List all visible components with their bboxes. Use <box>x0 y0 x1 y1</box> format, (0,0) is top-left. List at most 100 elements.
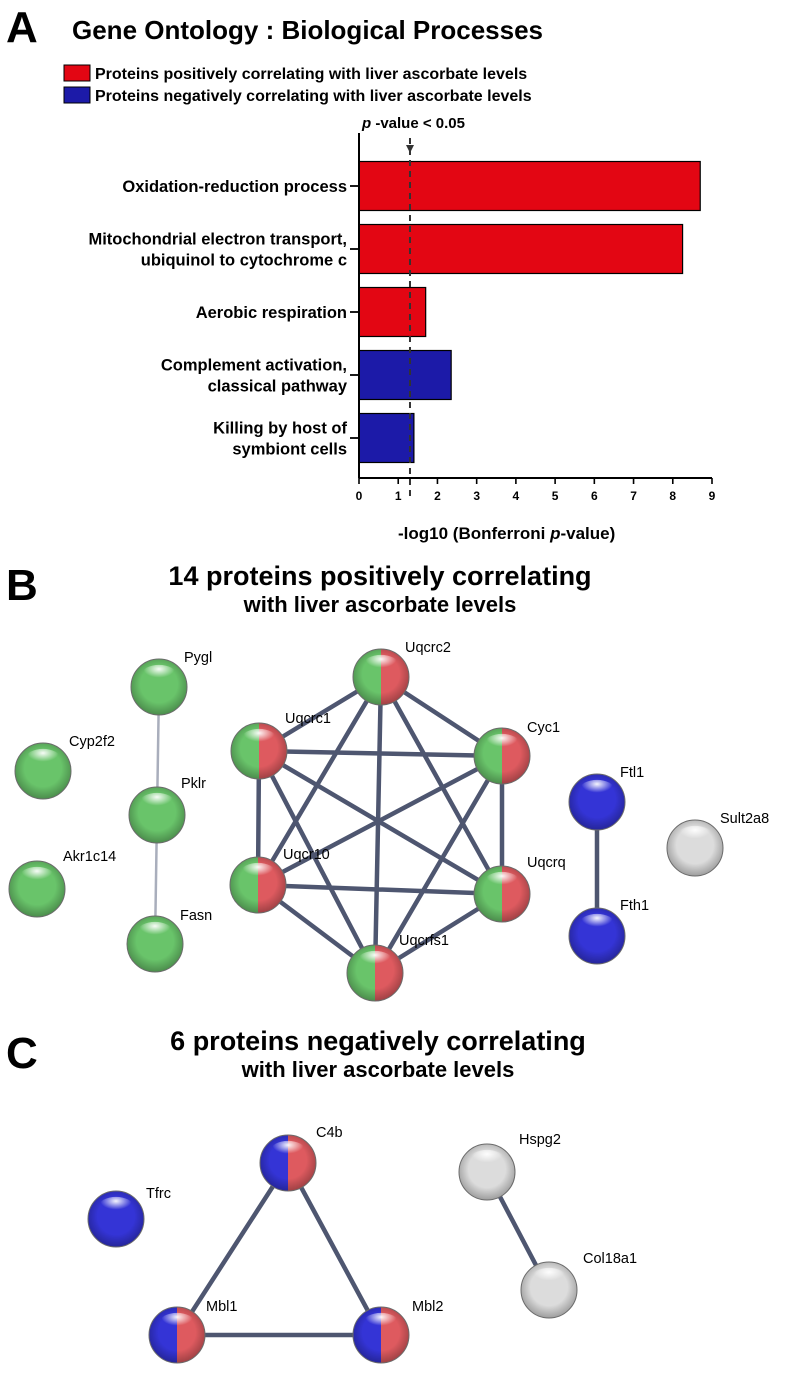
category-label-1-0: Mitochondrial electron transport, <box>88 231 347 249</box>
node-outline <box>14 742 72 800</box>
chart-title: Gene Ontology : Biological Processes <box>72 15 543 45</box>
edge-cyc1-uqcr10 <box>255 753 505 888</box>
node-uqcr10[interactable]: Uqcr10 <box>229 847 330 914</box>
category-label-0-0: Oxidation-reduction process <box>122 178 347 196</box>
node-label-c4b: C4b <box>316 1125 343 1141</box>
node-outline <box>666 819 724 877</box>
category-label-2-0: Aerobic respiration <box>196 304 347 322</box>
x-tick-label-0: 0 <box>356 489 363 503</box>
panel-a-letter: A <box>6 3 38 52</box>
node-uqcrc2[interactable]: Uqcrc2 <box>352 640 451 706</box>
category-label-3-1: classical pathway <box>208 378 348 396</box>
node-label-fasn: Fasn <box>180 908 212 924</box>
node-label-akr1c14: Akr1c14 <box>63 849 116 865</box>
node-label-fth1: Fth1 <box>620 898 649 914</box>
network-b: Pygl Cyp2f2 Pklr Akr1c14 Fasn Uqcrc2 Uqcrc1 Cyc… <box>8 640 769 1002</box>
node-pygl[interactable]: Pygl <box>130 650 212 716</box>
node-body <box>9 861 65 917</box>
node-cyc1[interactable]: Cyc1 <box>473 720 560 785</box>
node-mbl1[interactable]: Mbl1 <box>148 1299 237 1364</box>
node-label-uqcrc2: Uqcrc2 <box>405 640 451 656</box>
node-fasn[interactable]: Fasn <box>126 908 212 973</box>
x-tick-label-4: 4 <box>513 489 520 503</box>
bar-3 <box>358 349 452 401</box>
node-label-mbl2: Mbl2 <box>412 1299 443 1315</box>
panel-a: A Gene Ontology : Biological Processes P… <box>6 3 716 543</box>
node-sult2a8[interactable]: Sult2a8 <box>666 811 769 877</box>
node-label-cyp2f2: Cyp2f2 <box>69 734 115 750</box>
bar-4 <box>358 412 415 464</box>
x-tick-label-3: 3 <box>473 489 480 503</box>
node-label-uqcrc1: Uqcrc1 <box>285 711 331 727</box>
chart-legend: Proteins positively correlating with liv… <box>63 64 532 105</box>
node-body <box>667 820 723 876</box>
node-fth1[interactable]: Fth1 <box>568 898 649 965</box>
node-cyp2f2[interactable]: Cyp2f2 <box>14 734 115 800</box>
node-body <box>131 659 187 715</box>
node-outline <box>568 907 626 965</box>
x-tick-label-5: 5 <box>552 489 559 503</box>
node-label-tfrc: Tfrc <box>146 1186 171 1202</box>
node-c4b[interactable]: C4b <box>259 1125 343 1192</box>
node-body <box>15 743 71 799</box>
x-axis-title: -log10 (Bonferroni p-value) <box>398 524 615 543</box>
threshold-label-p: p <box>361 115 371 132</box>
node-body <box>88 1191 144 1247</box>
node-label-uqcrfs1: Uqcrfs1 <box>399 933 449 949</box>
node-body <box>459 1144 515 1200</box>
node-uqcrfs1[interactable]: Uqcrfs1 <box>346 933 449 1002</box>
node-body <box>127 916 183 972</box>
edge-uqcrc2-uqcrfs1 <box>372 674 384 976</box>
node-label-pklr: Pklr <box>181 776 206 792</box>
node-body <box>569 774 625 830</box>
panel-b-subtitle: with liver ascorbate levels <box>243 592 517 617</box>
node-hspg2[interactable]: Hspg2 <box>458 1132 561 1201</box>
node-col18a1[interactable]: Col18a1 <box>520 1251 637 1319</box>
node-body <box>569 908 625 964</box>
x-tick-label-2: 2 <box>434 489 441 503</box>
node-outline <box>346 944 404 1002</box>
threshold-arrow <box>405 145 414 153</box>
node-body <box>521 1262 577 1318</box>
node-label-cyc1: Cyc1 <box>527 720 560 736</box>
node-outline <box>473 727 531 785</box>
node-outline <box>130 658 188 716</box>
node-outline <box>458 1143 516 1201</box>
node-outline <box>87 1190 145 1248</box>
x-tick-label-6: 6 <box>591 489 598 503</box>
panel-b-title: 14 proteins positively correlating <box>168 561 591 591</box>
node-outline <box>230 722 288 780</box>
node-uqcrc1[interactable]: Uqcrc1 <box>230 711 331 780</box>
node-outline <box>8 860 66 918</box>
panel-c-subtitle: with liver ascorbate levels <box>241 1057 515 1082</box>
bar-0 <box>358 160 701 212</box>
edge-cyc1-uqcrfs1 <box>372 753 505 976</box>
node-label-ftl1: Ftl1 <box>620 765 644 781</box>
panel-c-title: 6 proteins negatively correlating <box>170 1026 586 1056</box>
category-label-1-1: ubiquinol to cytochrome c <box>141 252 347 270</box>
legend-label-negative: Proteins negatively correlating with liv… <box>95 88 532 105</box>
node-outline <box>229 856 287 914</box>
legend-label-positive: Proteins positively correlating with liv… <box>95 66 527 83</box>
threshold-label-rest: -value < 0.05 <box>371 115 465 132</box>
node-akr1c14[interactable]: Akr1c14 <box>8 849 116 918</box>
x-axis-title-p: p <box>549 524 560 543</box>
node-body <box>149 1307 205 1363</box>
legend-swatch-negative <box>63 86 91 104</box>
node-label-sult2a8: Sult2a8 <box>720 811 769 827</box>
node-ftl1[interactable]: Ftl1 <box>568 765 644 831</box>
x-tick-label-7: 7 <box>630 489 637 503</box>
node-label-uqcr10: Uqcr10 <box>283 847 330 863</box>
node-pklr[interactable]: Pklr <box>128 776 206 844</box>
x-tick-label-9: 9 <box>709 489 716 503</box>
x-tick-label-8: 8 <box>669 489 676 503</box>
x-axis-title-part1: -log10 (Bonferroni <box>398 524 550 543</box>
node-tfrc[interactable]: Tfrc <box>87 1186 171 1248</box>
panel-b-letter: B <box>6 561 38 610</box>
edge-c4b-mbl1 <box>174 1160 291 1338</box>
edge-uqcrc1-cyc1 <box>256 748 505 759</box>
node-label-col18a1: Col18a1 <box>583 1251 637 1267</box>
legend-swatch-positive <box>63 64 91 82</box>
nodes: C4b Tfrc Mbl1 Mbl2 Hspg2 Col18a1 <box>87 1125 637 1364</box>
